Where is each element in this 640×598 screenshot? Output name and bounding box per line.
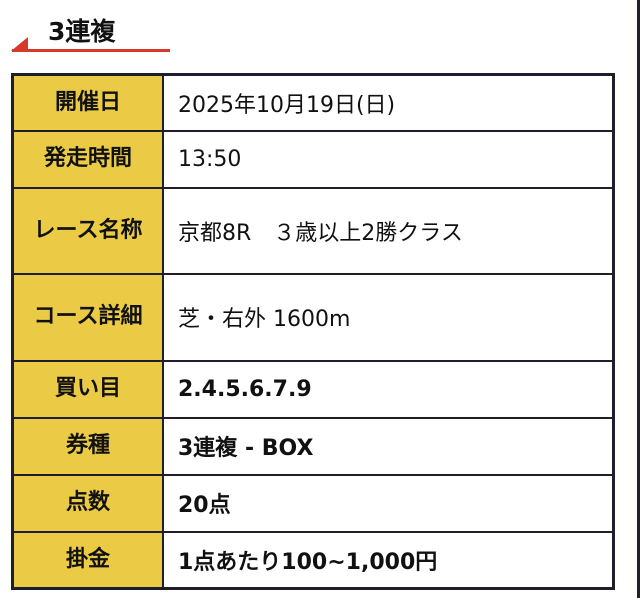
row-value: 京都8R ３歳以上2勝クラス [162,186,615,275]
table-row: レース名称 京都8R ３歳以上2勝クラス [11,186,615,275]
row-label: 発走時間 [11,129,164,189]
table-row: 掛金 1点あたり100~1,000円 [11,530,615,590]
page-edge-divider [637,0,640,598]
row-label: レース名称 [11,186,164,275]
heading-accent-triangle [11,37,28,51]
row-label: 券種 [11,416,164,476]
row-value: 2025年10月19日(日) [162,73,615,132]
row-label-text: レース名称 [33,217,143,243]
row-value: 20点 [162,473,615,533]
row-label: 買い目 [11,359,164,419]
table-row: コース詳細 芝・右外 1600m [11,272,615,362]
table-row: 点数 20点 [11,473,615,533]
row-label: 点数 [11,473,164,533]
table-row: 開催日 2025年10月19日(日) [11,73,615,132]
row-value: 2.4.5.6.7.9 [162,359,615,419]
heading-underline [12,49,170,52]
row-value: 3連複 - BOX [162,416,615,476]
row-label: 掛金 [11,530,164,590]
row-value: 1点あたり100~1,000円 [162,530,615,590]
row-label-text: コース詳細 [33,304,143,329]
table-row: 発走時間 13:50 [11,129,615,189]
table-row: 買い目 2.4.5.6.7.9 [11,359,615,419]
row-label: 開催日 [11,73,164,132]
race-info-table: 開催日 2025年10月19日(日) 発走時間 13:50 レース名称 京都8R… [11,73,615,590]
table-row: 券種 3連複 - BOX [11,416,615,476]
row-value: 芝・右外 1600m [162,272,615,362]
section-title: 3連複 [48,17,116,46]
row-label: コース詳細 [11,272,164,362]
row-value: 13:50 [162,129,615,189]
